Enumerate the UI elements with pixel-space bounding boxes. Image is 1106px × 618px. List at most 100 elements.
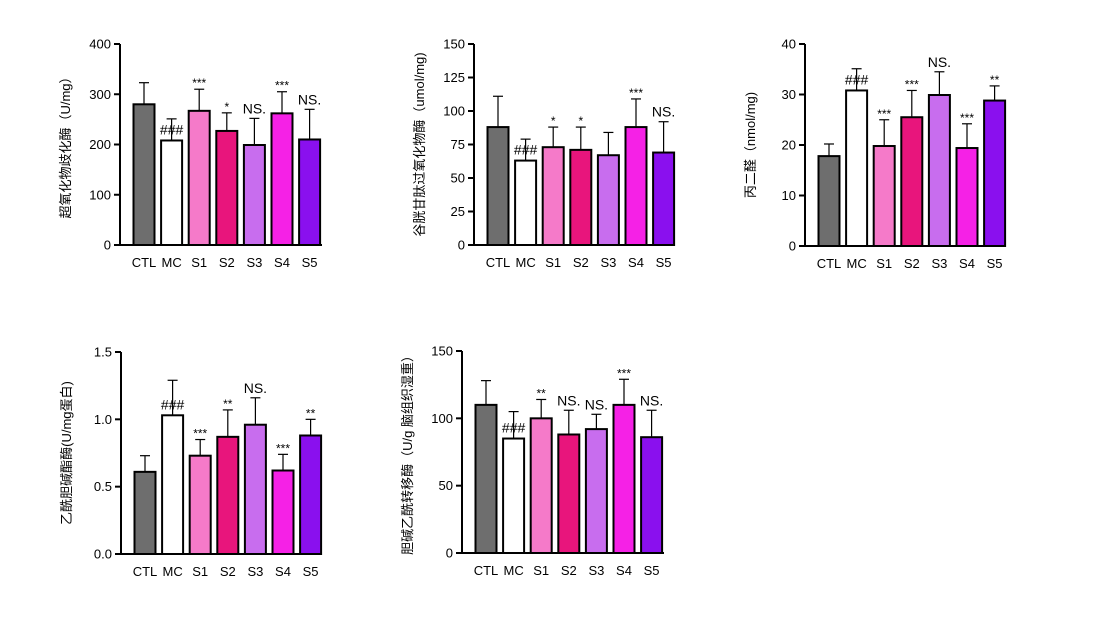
bar-s1 [541,146,565,246]
y-tick-label: 75 [451,137,465,152]
significance-label: NS. [243,100,266,116]
x-tick-label: CTL [817,256,842,271]
bar-s2 [569,148,593,246]
x-tick-label: MC [846,256,866,271]
x-tick-label: S2 [219,255,235,270]
y-tick-label: 200 [89,137,111,152]
bar-mc [502,437,526,554]
bar-mc [160,139,184,246]
bar-s5 [299,434,323,556]
significance-label: *** [617,366,631,380]
bar-s5 [652,151,676,246]
x-tick-label: S2 [220,564,236,579]
bar-ctl [132,103,156,246]
x-tick-label: S4 [616,563,632,578]
x-tick-label: S5 [302,255,318,270]
bar-s4 [955,147,979,247]
significance-label: *** [275,79,289,93]
significance-label: ### [161,396,185,412]
x-tick-label: MC [161,255,181,270]
x-tick-label: S5 [656,255,672,270]
y-axis-label: 丙二醛（nmol/mg) [743,92,758,198]
bar-s3 [596,154,620,246]
bar-s1 [872,145,896,247]
y-tick-label: 400 [89,37,111,52]
bar-mc [514,159,538,246]
y-tick-label: 50 [439,478,453,493]
y-tick-label: 0 [789,239,796,254]
y-axis-label: 超氧化物歧化酶（U/mg） [58,70,73,218]
significance-label: *** [276,441,290,455]
x-tick-label: CTL [133,564,158,579]
y-tick-label: 10 [782,188,796,203]
bar-s3 [243,423,267,555]
x-tick-label: CTL [132,255,157,270]
bar-s5 [640,436,664,555]
bar-s2 [216,435,240,555]
x-tick-label: S2 [573,255,589,270]
x-tick-label: S3 [931,256,947,271]
x-tick-label: CTL [474,563,499,578]
bar-ctl [486,126,510,246]
x-tick-label: S1 [191,255,207,270]
significance-label: ** [223,397,233,411]
x-tick-label: S2 [561,563,577,578]
x-tick-label: S4 [274,255,290,270]
y-tick-label: 40 [782,37,796,52]
y-tick-label: 30 [782,87,796,102]
x-tick-label: S4 [628,255,644,270]
bar-s4 [270,112,294,246]
bar-s4 [271,469,295,555]
bar-ctl [817,155,841,247]
significance-label: ** [306,406,316,420]
x-tick-label: S4 [275,564,291,579]
x-tick-label: S2 [904,256,920,271]
significance-label: *** [629,86,643,100]
y-tick-label: 20 [782,138,796,153]
bar-s2 [557,433,581,555]
x-tick-label: S3 [588,563,604,578]
y-axis-label: 谷胱甘肽过氧化物酶（umol/mg) [412,52,427,236]
y-axis-label: 胆碱乙酰转移酶（U/g 脑组织湿重） [400,349,415,555]
bar-s3 [927,94,951,247]
y-tick-label: 0.5 [94,479,112,494]
significance-label: ** [990,73,1000,87]
significance-label: NS. [652,104,675,120]
bar-s2 [215,129,239,246]
x-tick-label: S5 [303,564,319,579]
significance-label: *** [960,111,974,125]
x-tick-label: S3 [247,564,263,579]
bar-s1 [529,417,553,555]
y-axis-label: 乙酰胆碱酯酶(U/mg蛋白) [59,381,74,525]
x-tick-label: S1 [876,256,892,271]
chart-panel-4: 0.0 0.5 1.0 1.5 乙酰胆碱酯酶(U/mg蛋白) CTL MC ### S1 *** S… [59,345,323,579]
bar-s3 [584,428,608,554]
significance-label: * [224,100,229,114]
x-tick-label: S3 [246,255,262,270]
y-tick-label: 100 [443,104,465,119]
chart-panel-1: 0 100 200 300 400 超氧化物歧化酶（U/mg） CTL MC ### S1 *** S… [58,37,322,270]
significance-label: ### [502,420,526,436]
x-tick-label: S1 [533,563,549,578]
y-tick-label: 100 [89,187,111,202]
x-tick-label: S1 [545,255,561,270]
y-tick-label: 100 [431,411,453,426]
significance-label: ### [514,142,538,158]
significance-label: *** [193,427,207,441]
bar-s5 [983,99,1007,247]
significance-label: *** [905,77,919,91]
y-tick-label: 1.5 [94,345,112,360]
y-tick-label: 0 [446,546,453,561]
significance-label: NS. [298,91,321,107]
significance-label: * [551,114,556,128]
bar-s5 [298,138,322,247]
bar-s2 [900,116,924,247]
x-tick-label: MC [162,564,182,579]
bar-s4 [624,126,648,246]
x-tick-label: S5 [987,256,1003,271]
x-tick-label: MC [503,563,523,578]
x-tick-label: MC [515,255,535,270]
significance-label: NS. [928,54,951,70]
significance-label: ### [160,121,184,137]
